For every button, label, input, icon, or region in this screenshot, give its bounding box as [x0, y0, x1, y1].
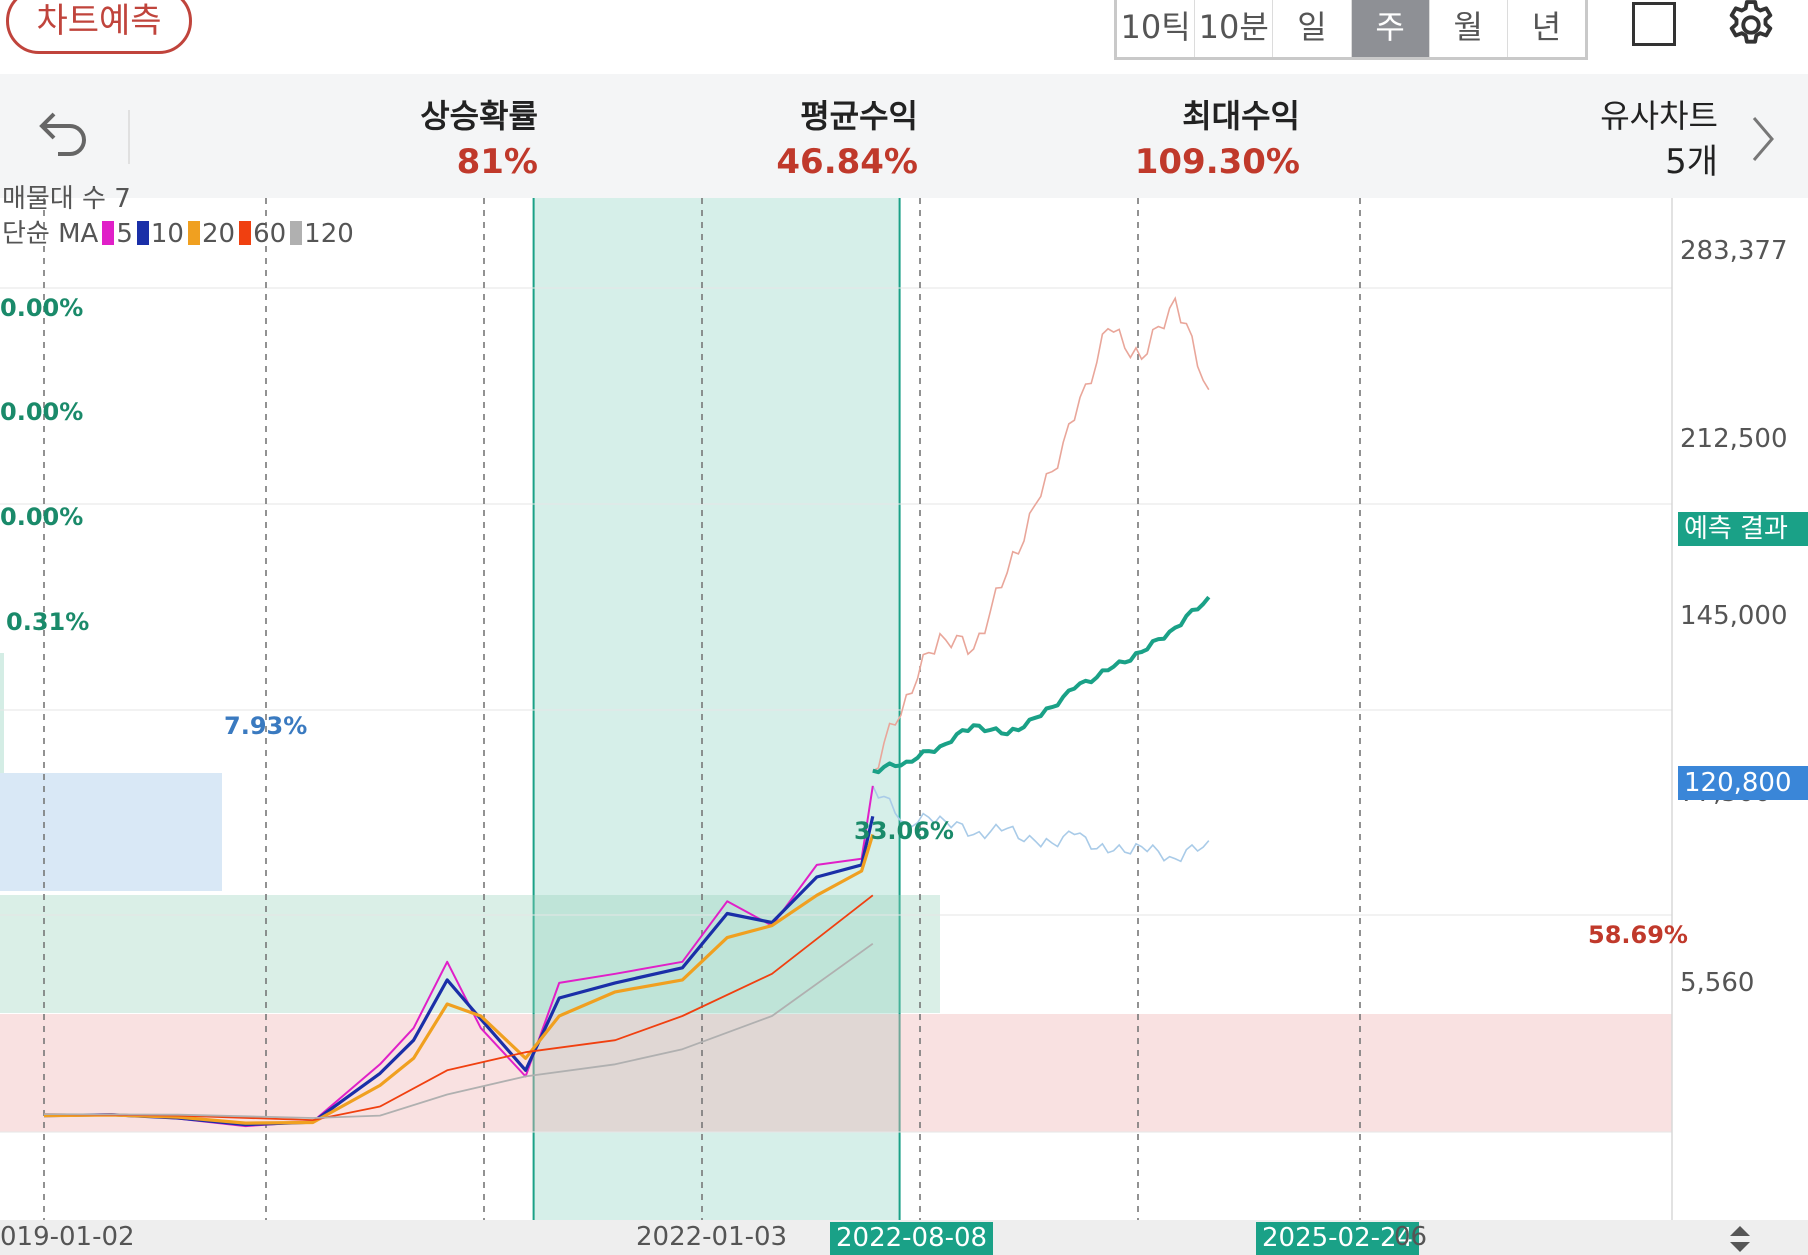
similar-period-band [533, 198, 900, 1220]
x-tick-label: 2022-01-03 [636, 1222, 788, 1252]
volume-zone-label: 0.31% [6, 608, 90, 636]
ma10-label: 10 [150, 219, 184, 249]
undo-back-icon[interactable] [34, 102, 94, 162]
y-tick-label: 212,500 [1680, 424, 1788, 454]
similar-period-end-tag: 2025-02-24 [1256, 1222, 1420, 1255]
ma5-label: 5 [116, 219, 133, 249]
volume-zone-label: 0.00% [0, 398, 84, 426]
prediction-stats-bar: 상승확률 81% 평균수익 46.84% 최대수익 109.30% 유사차트 5… [0, 74, 1808, 198]
stats-divider [128, 110, 130, 164]
volume-profile-legend: 매물대 수 7 [2, 184, 131, 214]
volume-zone-label: 0.00% [0, 503, 84, 531]
similar-charts-count: 5개 [1665, 142, 1718, 182]
stat-rise-probability: 상승확률 81% [420, 94, 538, 186]
ma-line-60 [43, 894, 874, 1121]
fullscreen-square-icon[interactable] [1632, 2, 1676, 46]
ma120-swatch [290, 221, 303, 245]
ma-line-20 [43, 834, 875, 1125]
stat-avg-value: 46.84% [776, 142, 918, 182]
period-tab-month[interactable]: 월 [1430, 0, 1508, 57]
period-tab-day[interactable]: 일 [1273, 0, 1352, 57]
ma10-swatch [136, 221, 149, 245]
price-chart[interactable]: 매물대 수 7 단순 MA 5 10 20 60 120 0.00% 0.00% 0.00… [0, 184, 1808, 1255]
chevron-right-icon[interactable] [1748, 112, 1778, 166]
ma20-swatch [187, 221, 200, 245]
similar-chart-line-low [872, 785, 1210, 863]
volume-zone-bar [0, 773, 222, 891]
forecast-line [872, 595, 1211, 775]
ma-legend: 단순 MA 5 10 20 60 120 [2, 213, 354, 250]
stat-average-return: 평균수익 46.84% [776, 94, 918, 186]
volume-zone-bar [0, 1014, 1672, 1132]
ma60-swatch [239, 221, 252, 245]
sort-arrows-icon[interactable] [1726, 1224, 1754, 1254]
y-tick-label: 145,000 [1680, 601, 1788, 631]
volume-zone-label: 33.06% [854, 817, 954, 845]
ma120-label: 120 [304, 219, 354, 249]
x-tick-label: 06 [1394, 1222, 1428, 1252]
period-tab-10tick[interactable]: 10틱 [1117, 0, 1196, 57]
period-selector: 10틱 10분 일 주 월 년 [1114, 0, 1588, 60]
x-tick-label: 019-01-02 [0, 1222, 135, 1252]
similar-period-start-tag: 2022-08-08 [830, 1222, 994, 1255]
volume-zone-bar [0, 895, 940, 1013]
y-tick-label: 5,560 [1680, 968, 1755, 998]
current-price-tag: 120,800 [1678, 766, 1808, 800]
stat-rise-value: 81% [456, 142, 538, 182]
top-toolbar: 차트예측 10틱 10분 일 주 월 년 [0, 0, 1808, 74]
ma20-label: 20 [201, 219, 236, 249]
stat-max-return: 최대수익 109.30% [1135, 94, 1300, 186]
stat-max-value: 109.30% [1134, 142, 1300, 182]
period-tab-year[interactable]: 년 [1531, 8, 1562, 46]
ma5-swatch [102, 221, 115, 245]
gear-icon[interactable] [1722, 0, 1780, 54]
prediction-result-tag: 예측 결과 [1678, 512, 1808, 546]
stat-rise-label: 상승확률 [420, 97, 538, 135]
volume-zone-label: 7.93% [224, 712, 308, 740]
similar-charts-label: 유사차트 [1600, 97, 1718, 135]
period-tab-10min[interactable]: 10분 [1195, 0, 1274, 57]
period-tab-week[interactable]: 주 [1351, 0, 1430, 57]
similar-chart-line-max [872, 296, 1210, 772]
volume-zone-label: 0.00% [0, 294, 84, 322]
stat-avg-label: 평균수익 [800, 97, 918, 135]
stat-max-label: 최대수익 [1182, 97, 1300, 135]
volume-zone-label: 58.69% [1588, 921, 1688, 949]
ma60-label: 60 [253, 219, 287, 249]
similar-charts-link[interactable]: 유사차트 5개 [1600, 94, 1718, 186]
ma-line-120 [43, 942, 874, 1119]
volume-zone-bar [0, 653, 4, 775]
chart-predict-button[interactable]: 차트예측 [6, 0, 192, 54]
y-tick-label: 283,377 [1680, 236, 1788, 266]
ma-legend-prefix: 단순 MA [2, 219, 99, 249]
